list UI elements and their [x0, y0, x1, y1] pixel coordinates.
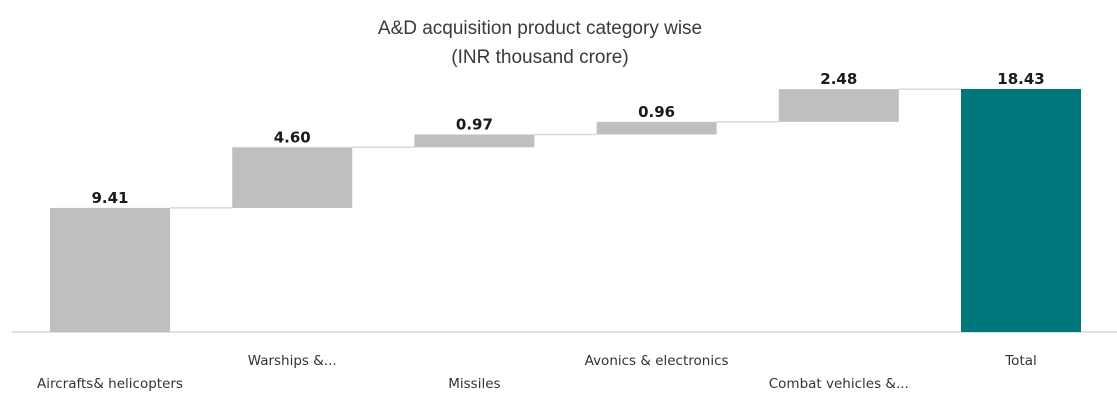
- bar-5: [778, 89, 899, 122]
- chart-title-line-1: A&D acquisition product category wise: [378, 18, 702, 39]
- chart-title-line-2: (INR thousand crore): [451, 47, 628, 68]
- x-tick-label-6: Total: [1004, 353, 1037, 369]
- x-tick-label-2: Warships &...: [248, 353, 337, 369]
- bar-3: [414, 134, 535, 148]
- data-label-4: 0.96: [638, 103, 675, 121]
- bar-2: [232, 147, 353, 208]
- x-tick-label-5: Combat vehicles &...: [769, 376, 909, 392]
- bar-1: [50, 207, 170, 332]
- x-tick-label-3: Missiles: [448, 376, 500, 392]
- x-tick-label-4: Avonics & electronics: [585, 353, 729, 369]
- plot-area: 9.41 Aircrafts& helicopters 4.60 Warships &…: [12, 70, 1117, 392]
- data-label-3: 0.97: [456, 115, 493, 133]
- data-label-6: 18.43: [997, 70, 1044, 88]
- data-label-1: 9.41: [91, 189, 128, 207]
- bar-total: [961, 89, 1081, 332]
- data-label-5: 2.48: [820, 70, 857, 88]
- x-tick-label-1: Aircrafts& helicopters: [37, 376, 183, 392]
- data-label-2: 4.60: [274, 128, 311, 146]
- bar-4: [596, 121, 717, 135]
